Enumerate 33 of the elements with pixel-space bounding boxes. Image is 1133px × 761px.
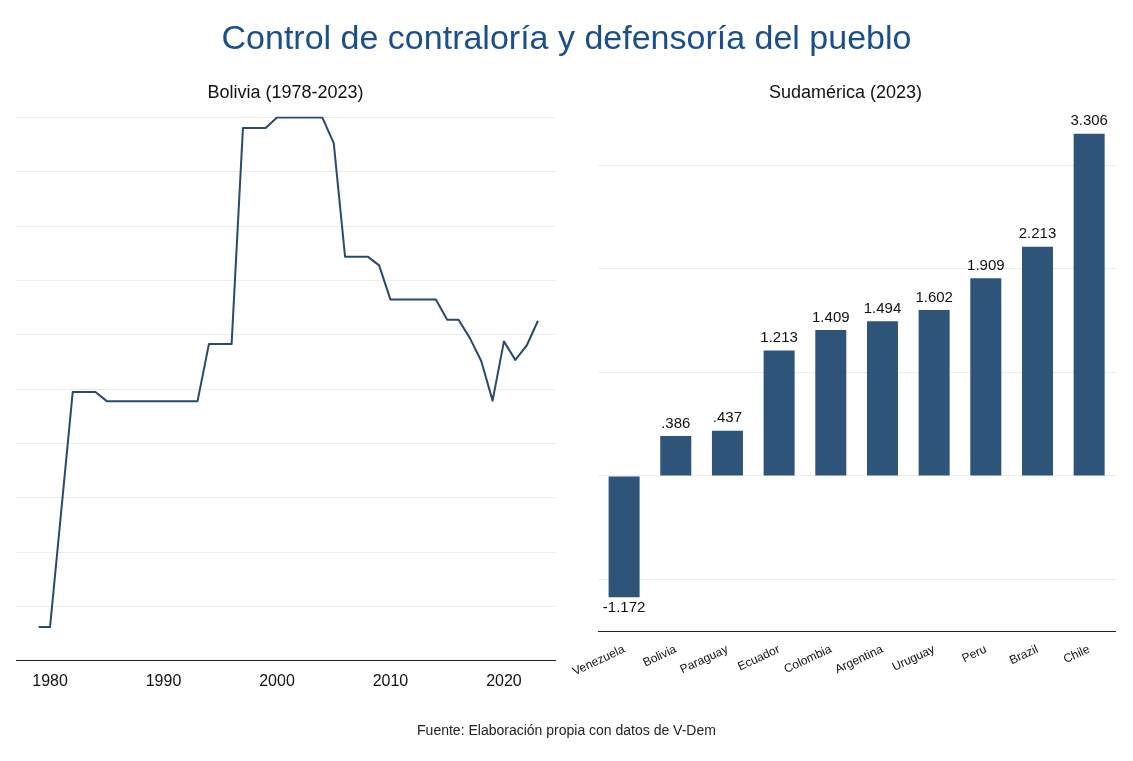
data-label: 1.494 (863, 298, 902, 316)
bar (711, 430, 743, 476)
x-tick-label: 2000 (259, 671, 295, 689)
data-label: 3.306 (1070, 111, 1108, 129)
x-tick-label: Chile (1061, 641, 1093, 667)
bar (918, 310, 950, 476)
chart-title: Sudamérica (2023) (768, 81, 923, 102)
data-label: 2.213 (1018, 224, 1057, 242)
bar (660, 436, 692, 476)
data-label: -1.172 (602, 597, 646, 615)
data-label: 1.213 (760, 328, 798, 346)
x-tick-label: 2010 (372, 671, 409, 689)
data-label: .386 (661, 413, 691, 431)
data-label: 1.409 (812, 307, 850, 325)
bar (866, 321, 898, 476)
x-tick-label: 1980 (32, 671, 68, 689)
chart-title: Control de contraloría y defensoría del pueblo (220, 18, 913, 57)
bar (1021, 246, 1053, 476)
bar (970, 278, 1002, 476)
x-tick-label: 1990 (145, 671, 182, 689)
bar (815, 330, 847, 476)
x-tick-label: Peru (959, 641, 989, 666)
source-note: Fuente: Elaboración propia con datos de V-Dem (416, 722, 717, 738)
bar (608, 476, 640, 598)
bar (1073, 133, 1105, 476)
x-tick-label: 2020 (486, 671, 522, 689)
data-label: 1.909 (967, 255, 1005, 273)
chart-subtitle: Bolivia (1978-2023) (207, 81, 364, 102)
x-tick-label: Brazil (1007, 641, 1041, 668)
data-label: 1.602 (915, 287, 953, 305)
bar (763, 350, 795, 476)
x-tick-label: Bolivia (640, 641, 679, 670)
data-label: .437 (712, 408, 743, 426)
